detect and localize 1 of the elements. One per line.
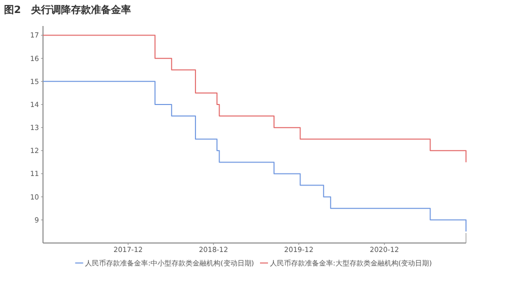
chart-title: 图2 央行调降存款准备金率 (4, 4, 131, 16)
